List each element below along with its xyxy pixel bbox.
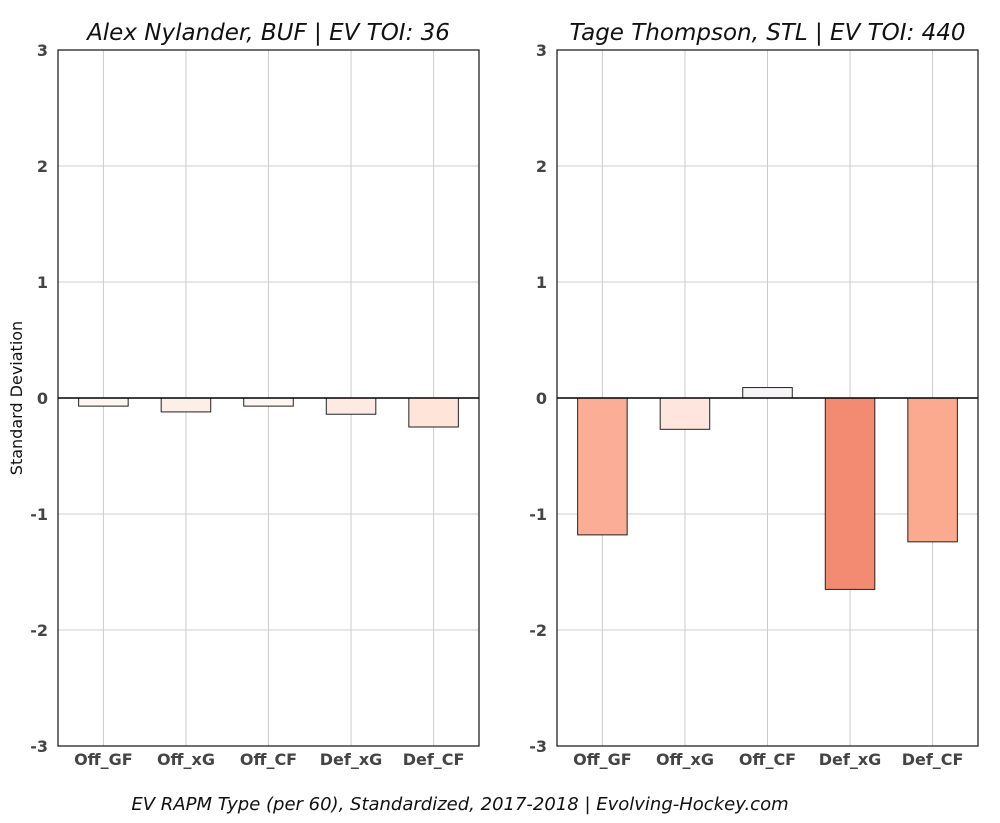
bar	[742, 387, 793, 399]
x-tick-label: Def_CF	[902, 750, 964, 769]
y-tick-label: -2	[30, 621, 48, 640]
chart-panel-nylander: -3 -2 -1 0 1 2 3 Off_GF Off_xG Off_CF Def_xG Def_CF…	[30, 20, 480, 769]
y-tick-label: 0	[37, 389, 48, 408]
y-tick-label: 2	[536, 157, 547, 176]
bar	[659, 397, 711, 430]
x-tick-label: Def_CF	[403, 750, 465, 769]
x-tick-label: Off_CF	[739, 750, 796, 769]
y-tick-label: 3	[37, 41, 48, 60]
bar	[160, 397, 212, 413]
y-tick-label: -3	[529, 737, 547, 756]
x-tick-label: Off_GF	[74, 750, 133, 769]
x-tick-label: Off_xG	[157, 750, 215, 769]
bar	[408, 397, 459, 428]
y-axis-label: Standard Deviation	[7, 321, 26, 475]
bar	[243, 397, 294, 407]
y-tick-label: 2	[37, 157, 48, 176]
y-tick-label: -3	[30, 737, 48, 756]
x-tick-label: Def_xG	[320, 750, 383, 769]
x-tick-label: Off_GF	[573, 750, 632, 769]
y-tick-label: 1	[536, 273, 547, 292]
bar	[577, 397, 628, 536]
plot-frame	[556, 49, 979, 747]
y-tick-label: -1	[529, 505, 547, 524]
x-tick-label: Def_xG	[819, 750, 882, 769]
bar	[907, 397, 958, 543]
y-tick-label: 1	[37, 273, 48, 292]
figure-caption: EV RAPM Type (per 60), Standardized, 201…	[131, 794, 788, 815]
y-tick-label: -2	[529, 621, 547, 640]
x-tick-label: Off_xG	[656, 750, 714, 769]
x-tick-label: Off_CF	[240, 750, 297, 769]
y-tick-label: 0	[536, 389, 547, 408]
chart-panel-thompson: -3 -2 -1 0 1 2 3 Off_GF Off_xG Off_CF Def_xG Def_CF…	[529, 20, 979, 769]
y-tick-label: -1	[30, 505, 48, 524]
panel-title: Tage Thompson, STL | EV TOI: 440	[569, 20, 965, 46]
bar	[325, 397, 377, 415]
plot-frame	[57, 49, 480, 747]
bar	[824, 397, 876, 590]
panel-title: Alex Nylander, BUF | EV TOI: 36	[85, 20, 450, 46]
y-tick-label: 3	[536, 41, 547, 60]
bar	[78, 397, 129, 407]
